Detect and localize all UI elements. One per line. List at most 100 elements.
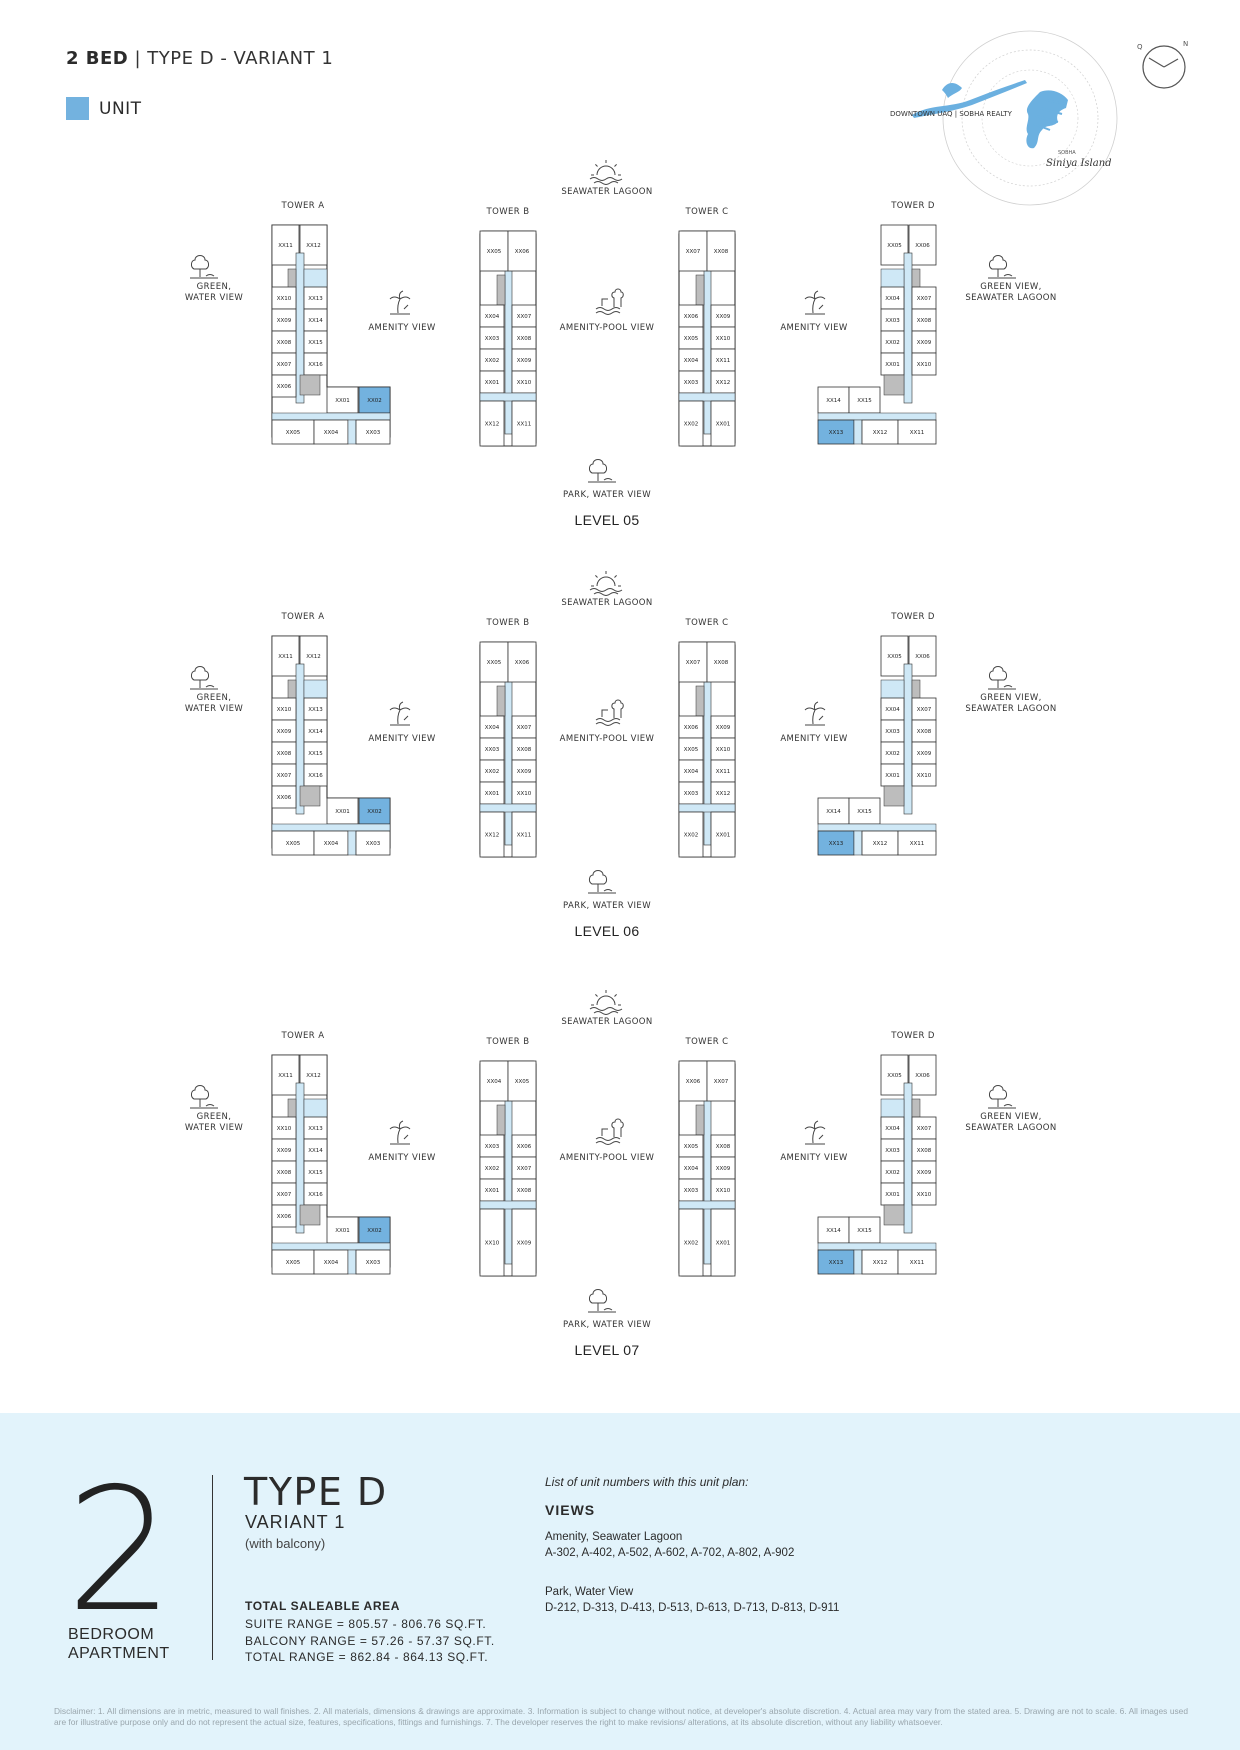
unit-number: XX07 xyxy=(277,1192,292,1198)
unit-number: XX12 xyxy=(716,380,731,386)
brand-script: Siniya Island xyxy=(1046,158,1112,169)
unit-number: XX02 xyxy=(367,398,382,404)
unit-number: XX05 xyxy=(487,660,502,666)
unit-number: XX09 xyxy=(917,751,932,757)
suite-range: SUITE RANGE = 805.57 - 806.76 SQ.FT. xyxy=(245,1617,487,1631)
legend-label: UNIT xyxy=(99,98,142,119)
unit-cell xyxy=(861,419,899,445)
unit-cell xyxy=(710,1208,736,1277)
unit-number: XX06 xyxy=(686,1079,701,1085)
unit-cell xyxy=(313,830,349,856)
keymap-core-ring xyxy=(981,69,1079,167)
view-label-amenity: AMENITY VIEW xyxy=(368,734,436,744)
unit-number: XX05 xyxy=(515,1079,530,1085)
view-label-left: GREEN, WATER VIEW xyxy=(184,282,244,303)
corridor xyxy=(504,669,513,846)
unit-number: XX07 xyxy=(917,296,932,302)
core xyxy=(496,1104,506,1136)
unit-number: XX09 xyxy=(517,358,532,364)
unit-number: XX02 xyxy=(684,1241,699,1247)
unit-cell xyxy=(511,400,537,447)
tower-a-plan: XX11 XX12 XX10 XX13 XX09 XX14 XX08 XX15 XX07 XX16… xyxy=(271,1054,391,1275)
view-group-units: D-212, D-313, D-413, D-513, D-613, D-713… xyxy=(545,1602,840,1614)
corridor xyxy=(703,258,712,435)
unit-number: XX03 xyxy=(885,1148,900,1154)
tower-d-plan: XX05 XX06 XX04 XX07 XX03 XX08 XX02 XX09 XX01 XX10… xyxy=(817,1054,937,1275)
unit-number: XX06 xyxy=(684,314,699,320)
tower-label: TOWER C xyxy=(685,207,729,217)
unit-number: XX02 xyxy=(885,751,900,757)
view-label-left: GREEN, WATER VIEW xyxy=(184,693,244,714)
unit-cell xyxy=(355,1249,391,1275)
unit-number: XX09 xyxy=(917,340,932,346)
unit-number: XX10 xyxy=(277,296,292,302)
unit-cell xyxy=(908,224,937,266)
unit-cell xyxy=(848,1216,881,1244)
amenity-icon xyxy=(389,701,411,726)
view-label-right: GREEN VIEW, SEAWATER LAGOON xyxy=(965,282,1057,303)
view-label-bottom: PARK, WATER VIEW xyxy=(562,901,652,911)
unit-cell xyxy=(897,1249,937,1275)
tower-label: TOWER B xyxy=(486,1037,530,1047)
waterfront-blob xyxy=(942,83,962,98)
unit-cell xyxy=(299,635,328,677)
unit-number: XX05 xyxy=(286,1260,301,1266)
core xyxy=(695,685,705,717)
unit-number: XX09 xyxy=(917,1170,932,1176)
unit-number: XX05 xyxy=(684,1144,699,1150)
views-title: VIEWS xyxy=(545,1502,596,1518)
corridor xyxy=(504,1088,513,1265)
unit-number: XX11 xyxy=(716,769,731,775)
corridor xyxy=(504,258,513,435)
area-title: TOTAL SALEABLE AREA xyxy=(245,1599,400,1613)
unit-number: XX04 xyxy=(885,1126,900,1132)
unit-number: XX09 xyxy=(277,318,292,324)
unit-number: XX12 xyxy=(873,430,888,436)
tower-label: TOWER B xyxy=(486,207,530,217)
amenity-icon xyxy=(804,290,826,315)
unit-number: XX09 xyxy=(517,1241,532,1247)
unit-cell xyxy=(706,1060,736,1102)
unit-cell xyxy=(848,797,881,825)
unit-number: XX10 xyxy=(517,380,532,386)
unit-number: XX06 xyxy=(515,249,530,255)
unit-cell xyxy=(678,811,704,858)
unit-number: XX14 xyxy=(308,729,323,735)
unit-number: XX09 xyxy=(716,725,731,731)
unit-number: XX12 xyxy=(306,243,321,249)
unit-number: XX03 xyxy=(885,318,900,324)
view-label-pool: AMENITY-POOL VIEW xyxy=(559,323,655,333)
view-label-amenity: AMENITY VIEW xyxy=(368,1153,436,1163)
view-label-bottom: PARK, WATER VIEW xyxy=(562,490,652,500)
island-fingers xyxy=(1033,99,1067,131)
unit-number: XX05 xyxy=(487,249,502,255)
unit-cell xyxy=(326,386,359,414)
unit-number: XX01 xyxy=(335,809,350,815)
unit-number: XX04 xyxy=(885,296,900,302)
tree-icon xyxy=(588,870,616,894)
unit-cell xyxy=(507,1060,537,1102)
unit-number: XX16 xyxy=(308,1192,323,1198)
unit-cell xyxy=(678,1208,704,1277)
unit-number: XX04 xyxy=(485,725,500,731)
unit-number: XX04 xyxy=(324,841,339,847)
compass-q: Q xyxy=(1137,43,1143,51)
sunset-icon xyxy=(589,990,623,1015)
view-label-amenity: AMENITY VIEW xyxy=(368,323,436,333)
unit-cell xyxy=(271,1204,297,1228)
unit-number: XX10 xyxy=(917,1192,932,1198)
unit-number: XX13 xyxy=(829,841,844,847)
unit-cell xyxy=(706,641,736,683)
corridor xyxy=(903,1082,913,1234)
tree-icon xyxy=(988,255,1016,279)
unit-number: XX09 xyxy=(716,314,731,320)
unit-number: XX11 xyxy=(716,358,731,364)
unit-cell xyxy=(911,1182,937,1206)
unit-number: XX13 xyxy=(308,1126,323,1132)
unit-number: XX11 xyxy=(278,1073,293,1079)
unit-number: XX10 xyxy=(277,707,292,713)
unit-number: XX11 xyxy=(517,833,532,839)
tree-icon xyxy=(190,255,218,279)
pool-icon xyxy=(595,699,624,726)
highlighted-unit xyxy=(358,1216,391,1244)
